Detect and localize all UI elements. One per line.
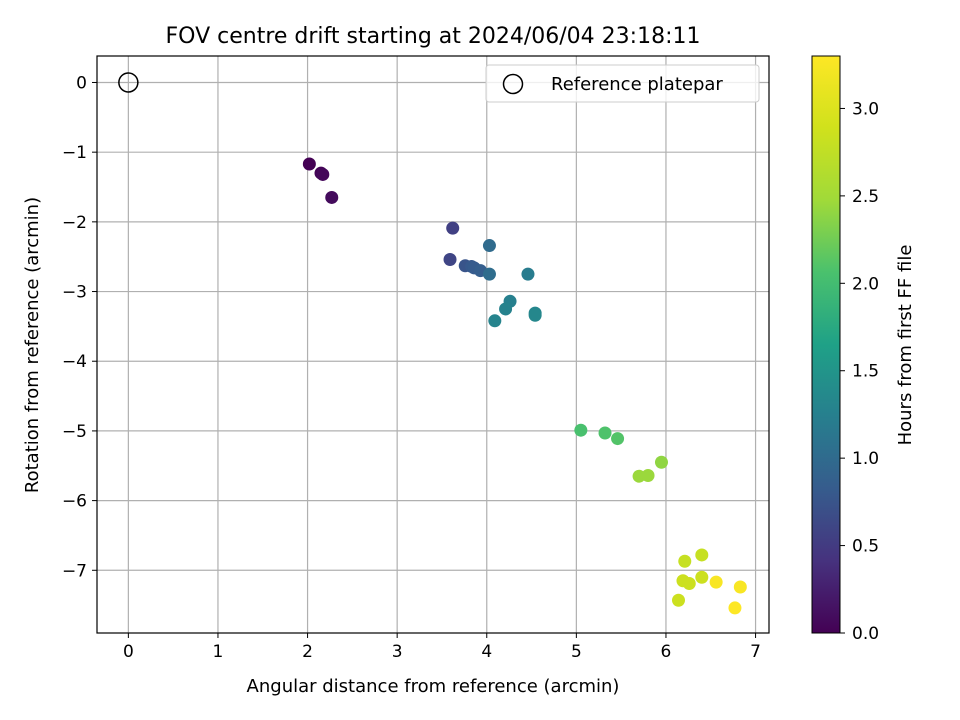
data-point — [641, 469, 655, 483]
x-tick-label: 7 — [750, 642, 761, 662]
data-point — [678, 554, 692, 568]
legend-label: Reference platepar — [551, 74, 723, 95]
data-point — [325, 190, 339, 204]
colorbar-tick-label: 2.5 — [852, 187, 879, 207]
y-tick-label: −7 — [62, 561, 87, 581]
data-point — [528, 308, 542, 322]
legend-box — [485, 64, 760, 103]
data-point — [316, 167, 330, 181]
colorbar-tick-label: 0.5 — [852, 537, 879, 557]
colorbar-label: Hours from first FF file — [895, 245, 916, 446]
x-tick-label: 5 — [571, 642, 582, 662]
data-point — [733, 580, 747, 594]
x-tick-label: 0 — [123, 642, 134, 662]
chart-title: FOV centre drift starting at 2024/06/04 … — [166, 24, 701, 49]
y-tick-label: −3 — [62, 283, 87, 303]
grid — [97, 56, 769, 633]
legend: Reference platepar — [485, 64, 760, 103]
y-axis-ticks: 0 −1 −2 −3 −4 −5 −6 −7 — [62, 73, 97, 581]
x-tick-label: 3 — [392, 642, 403, 662]
y-axis-label: Rotation from reference (arcmin) — [22, 197, 43, 493]
data-point — [302, 157, 316, 171]
y-tick-label: −5 — [62, 422, 87, 442]
x-tick-label: 6 — [661, 642, 672, 662]
colorbar-tick-label: 1.0 — [852, 449, 879, 469]
data-point — [695, 570, 709, 584]
legend-marker-open-circle — [502, 73, 524, 95]
data-point — [499, 302, 513, 316]
data-point — [446, 221, 460, 235]
data-point — [695, 548, 709, 562]
colorbar-tick-label: 1.5 — [852, 362, 879, 382]
data-point — [574, 423, 588, 437]
x-tick-label: 2 — [302, 642, 313, 662]
data-point — [654, 455, 668, 469]
colorbar-gradient — [811, 55, 841, 634]
data-point — [521, 267, 535, 281]
x-axis-ticks: 0 1 2 3 4 5 6 7 — [123, 633, 761, 662]
colorbar-tick-label: 3.0 — [852, 99, 879, 119]
data-point — [443, 252, 457, 266]
x-tick-label: 1 — [213, 642, 224, 662]
data-point — [488, 314, 502, 328]
colorbar: 0.0 0.5 1.0 1.5 2.0 2.5 3.0 Hours from first F… — [811, 55, 916, 644]
data-point — [611, 432, 625, 446]
x-axis-label: Angular distance from reference (arcmin) — [247, 676, 620, 697]
data-point — [728, 601, 742, 615]
colorbar-tick-label: 2.0 — [852, 274, 879, 294]
data-point — [598, 426, 612, 440]
y-tick-label: −6 — [62, 492, 87, 512]
data-points — [118, 72, 747, 615]
y-tick-label: 0 — [76, 73, 87, 93]
y-tick-label: −1 — [62, 143, 87, 163]
y-tick-label: −4 — [62, 352, 87, 372]
data-point — [482, 267, 496, 281]
data-point — [672, 593, 686, 607]
x-tick-label: 4 — [481, 642, 492, 662]
y-tick-label: −2 — [62, 213, 87, 233]
reference-point-marker — [118, 72, 139, 93]
plot-frame — [96, 55, 770, 634]
data-point — [682, 577, 696, 591]
data-point — [709, 575, 723, 589]
data-point — [482, 239, 496, 253]
colorbar-tick-label: 0.0 — [852, 624, 879, 644]
colorbar-ticks: 0.0 0.5 1.0 1.5 2.0 2.5 3.0 — [840, 99, 879, 644]
